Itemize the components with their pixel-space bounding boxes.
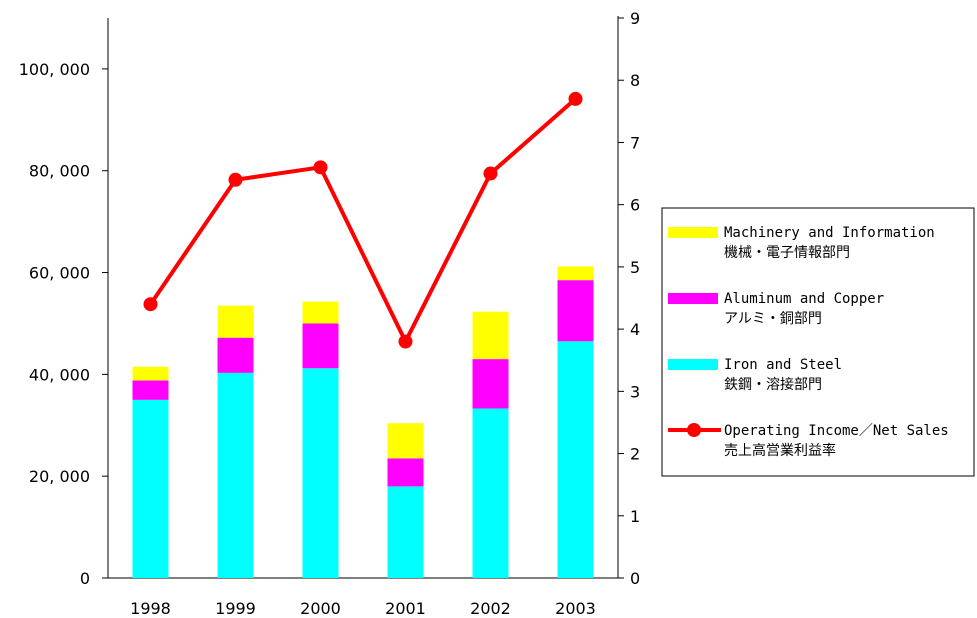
bar-iron-and-steel-1998 <box>132 399 169 578</box>
y-left-tick-label: 0 <box>80 569 90 588</box>
bar-aluminum-and-copper-2002 <box>472 359 509 409</box>
legend-swatch-2 <box>668 359 718 370</box>
legend-label-ja-3: 売上高営業利益率 <box>724 442 836 459</box>
bar-aluminum-and-copper-1999 <box>217 337 254 373</box>
bar-machinery-and-information-2001 <box>387 423 424 459</box>
bar-machinery-and-information-2002 <box>472 311 509 360</box>
bar-machinery-and-information-2000 <box>302 301 339 324</box>
bar-iron-and-steel-2002 <box>472 408 509 578</box>
y-left-tick-label: 60, 000 <box>29 264 90 283</box>
legend-label-en-2: Iron and Steel <box>724 357 842 373</box>
legend-swatch-marker <box>687 423 701 437</box>
y-left-tick-label: 20, 000 <box>29 467 90 486</box>
y-right-tick-label: 3 <box>630 382 640 401</box>
line-point-2003 <box>568 91 583 106</box>
legend-label-ja-1: アルミ・銅部門 <box>724 311 822 327</box>
y-right-tick-label: 1 <box>630 507 640 526</box>
y-right-tick-label: 9 <box>630 9 640 28</box>
legend-label-ja-0: 機械・電子情報部門 <box>724 245 850 261</box>
line-operating-income-ratio <box>148 97 577 344</box>
y-right-tick-label: 2 <box>630 445 640 464</box>
bar-iron-and-steel-2001 <box>387 486 424 578</box>
line-series <box>143 91 583 349</box>
bar-machinery-and-information-1998 <box>132 366 169 381</box>
x-tick-label: 2002 <box>470 599 511 618</box>
bar-iron-and-steel-2000 <box>302 368 339 578</box>
legend-swatch-0 <box>668 227 718 238</box>
legend-label-en-3: Operating Income／Net Sales <box>724 423 949 439</box>
x-tick-label: 2000 <box>300 599 341 618</box>
y-left-tick-label: 80, 000 <box>29 162 90 181</box>
bar-aluminum-and-copper-2000 <box>302 323 339 369</box>
bar-aluminum-and-copper-1998 <box>132 380 169 400</box>
legend-label-ja-2: 鉄鋼・溶接部門 <box>724 376 822 393</box>
y-left-tick-label: 100, 000 <box>19 60 90 79</box>
x-tick-label: 1998 <box>130 599 171 618</box>
line-point-1999 <box>228 172 243 187</box>
y-right-tick-label: 6 <box>630 196 640 215</box>
x-tick-label: 2001 <box>385 599 426 618</box>
bar-iron-and-steel-1999 <box>217 372 254 578</box>
bar-aluminum-and-copper-2001 <box>387 458 424 487</box>
axes: 0 20, 000 40, 000 60, 000 80, 000 100, 000 0 1 2… <box>19 9 640 618</box>
legend: Machinery and Information 機械・電子情報部門 Alumin… <box>661 207 975 477</box>
y-right-tick-label: 7 <box>630 133 640 152</box>
x-tick-label: 2003 <box>555 599 596 618</box>
y-right-tick-label: 8 <box>630 71 640 90</box>
y-left-tick-label: 40, 000 <box>29 365 90 384</box>
legend-label-en-0: Machinery and Information <box>724 225 935 241</box>
y-right-tick-label: 0 <box>630 569 640 588</box>
line-point-2000 <box>313 160 328 175</box>
y-right-tick-label: 4 <box>630 320 640 339</box>
line-point-2001 <box>398 334 413 349</box>
legend-swatch-1 <box>668 293 718 304</box>
bars <box>132 266 594 578</box>
line-point-1998 <box>143 297 158 312</box>
x-tick-label: 1999 <box>215 599 256 618</box>
line-point-2002 <box>483 166 498 181</box>
bar-machinery-and-information-2003 <box>557 266 594 281</box>
legend-label-en-1: Aluminum and Copper <box>724 291 884 307</box>
y-right-tick-label: 5 <box>630 258 640 277</box>
bar-iron-and-steel-2003 <box>557 341 594 578</box>
bar-machinery-and-information-1999 <box>217 305 254 338</box>
bar-aluminum-and-copper-2003 <box>557 280 594 342</box>
